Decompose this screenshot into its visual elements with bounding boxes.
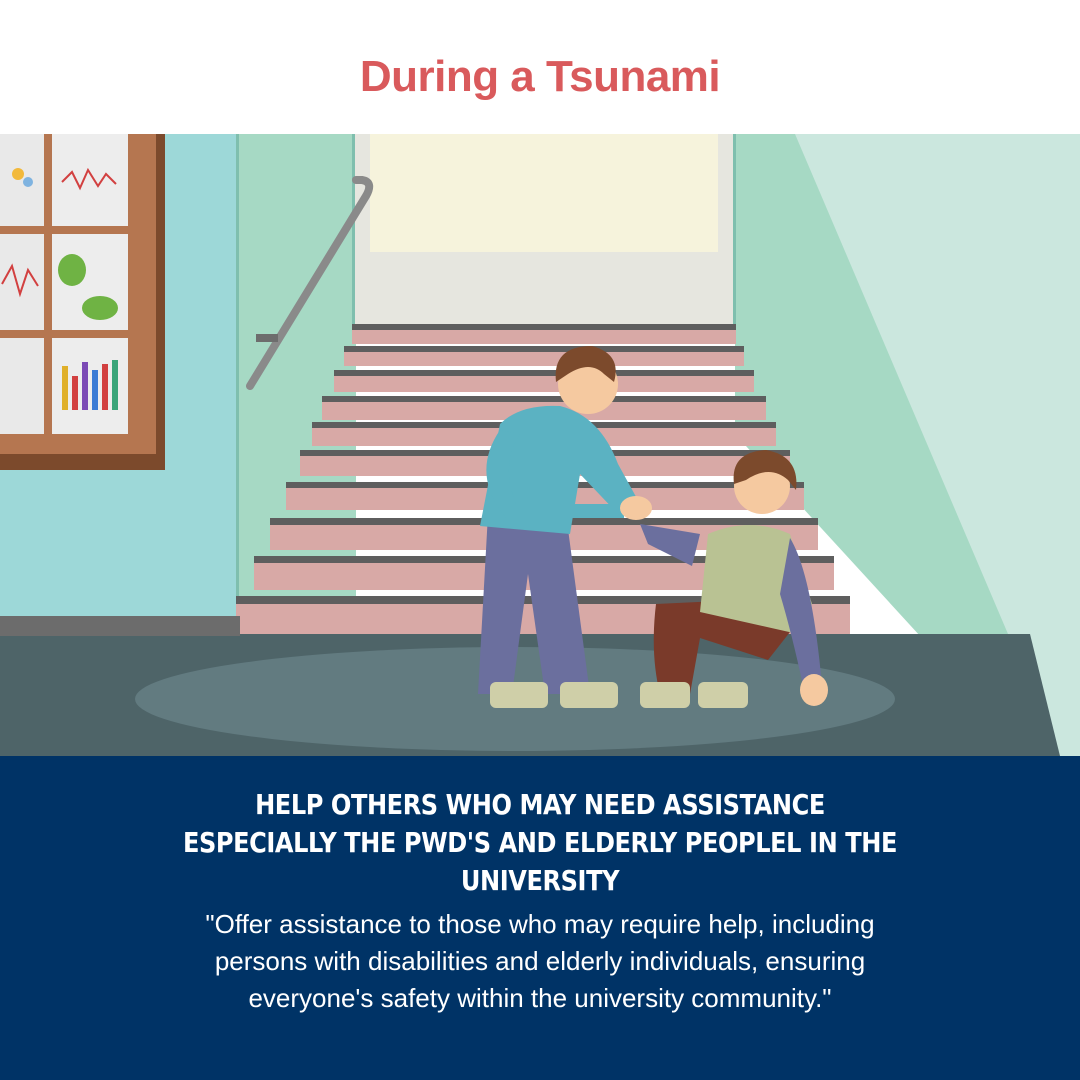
page-title: During a Tsunami (359, 52, 721, 101)
headline-line-2: ESPECIALLY THE PWD'S AND ELDERLY PEOPLEL… (182, 826, 898, 859)
bulletin-board (0, 134, 165, 470)
quote-text: "Offer assistance to those who may requi… (90, 906, 990, 1017)
handrail (246, 176, 374, 390)
stairwell-illustration (0, 134, 1080, 756)
info-panel: HELP OTHERS WHO MAY NEED ASSISTANCE ESPE… (0, 756, 1080, 1080)
seated-person (640, 450, 828, 708)
headline: HELP OTHERS WHO MAY NEED ASSISTANCE ESPE… (153, 786, 927, 900)
quote-line-1: "Offer assistance to those who may requi… (205, 909, 875, 939)
helper-person (478, 346, 652, 708)
headline-line-1: HELP OTHERS WHO MAY NEED ASSISTANCE (255, 788, 825, 821)
quote-line-3: everyone's safety within the university … (248, 983, 832, 1013)
headline-line-3: UNIVERSITY (460, 864, 620, 897)
quote-line-2: persons with disabilities and elderly in… (214, 946, 866, 976)
